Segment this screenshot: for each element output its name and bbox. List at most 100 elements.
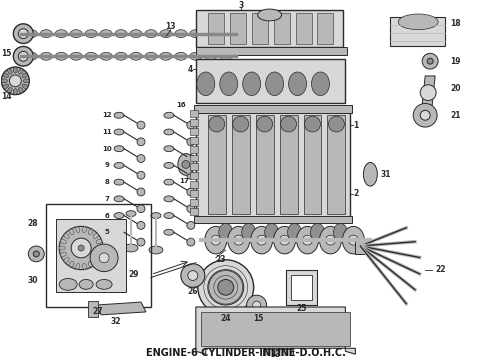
Text: 28: 28 [27, 219, 38, 228]
Text: 27: 27 [93, 307, 103, 316]
Ellipse shape [187, 221, 195, 229]
Ellipse shape [96, 239, 102, 244]
Circle shape [302, 235, 313, 245]
Ellipse shape [60, 239, 66, 244]
Circle shape [13, 24, 33, 44]
Ellipse shape [149, 246, 163, 254]
Ellipse shape [96, 252, 102, 256]
Text: 2: 2 [353, 189, 359, 198]
Bar [208, 13, 224, 45]
Text: 22: 22 [435, 265, 445, 274]
Circle shape [18, 51, 28, 61]
Circle shape [198, 260, 254, 315]
Circle shape [13, 46, 33, 66]
Ellipse shape [311, 224, 324, 241]
Ellipse shape [93, 258, 98, 262]
Text: 30: 30 [28, 276, 38, 285]
Bar [201, 312, 350, 346]
Ellipse shape [114, 179, 124, 185]
Ellipse shape [190, 30, 202, 37]
Circle shape [413, 103, 437, 127]
Bar [190, 199, 198, 206]
Ellipse shape [59, 279, 77, 290]
Ellipse shape [296, 226, 318, 254]
Ellipse shape [312, 72, 329, 96]
Text: 4: 4 [188, 64, 193, 73]
Ellipse shape [70, 30, 82, 37]
Ellipse shape [266, 72, 284, 96]
Bar [327, 115, 345, 213]
Ellipse shape [233, 116, 249, 132]
Ellipse shape [145, 52, 157, 60]
Ellipse shape [85, 30, 97, 37]
Text: 3: 3 [238, 1, 244, 10]
Text: 24: 24 [220, 314, 231, 323]
Ellipse shape [160, 52, 172, 60]
Ellipse shape [55, 30, 67, 37]
Bar [355, 238, 366, 254]
Text: 31: 31 [380, 170, 391, 179]
Circle shape [71, 238, 91, 258]
Ellipse shape [178, 154, 194, 175]
Circle shape [253, 301, 261, 309]
Circle shape [208, 270, 244, 305]
Bar [196, 111, 350, 219]
Text: 13: 13 [166, 22, 176, 31]
Ellipse shape [228, 226, 250, 254]
Circle shape [422, 53, 438, 69]
Polygon shape [422, 76, 435, 105]
Ellipse shape [130, 52, 142, 60]
Ellipse shape [164, 213, 174, 219]
Ellipse shape [273, 226, 295, 254]
Bar [190, 146, 198, 153]
Bar [295, 13, 312, 45]
Ellipse shape [70, 229, 74, 235]
Text: 18: 18 [450, 19, 461, 28]
Ellipse shape [130, 30, 142, 37]
Ellipse shape [82, 227, 86, 233]
Circle shape [99, 253, 109, 263]
Bar [190, 154, 198, 162]
Bar [190, 111, 198, 117]
Ellipse shape [258, 9, 282, 21]
Circle shape [257, 235, 267, 245]
Circle shape [427, 58, 433, 64]
Text: 14: 14 [1, 92, 12, 101]
Ellipse shape [7, 69, 12, 74]
Circle shape [33, 251, 39, 257]
Bar [190, 163, 198, 170]
Circle shape [420, 111, 430, 120]
Ellipse shape [7, 87, 12, 93]
Ellipse shape [3, 84, 9, 89]
Ellipse shape [137, 238, 145, 246]
Ellipse shape [164, 229, 174, 235]
Ellipse shape [85, 52, 97, 60]
Bar [196, 59, 345, 103]
Ellipse shape [59, 246, 65, 250]
Ellipse shape [205, 30, 217, 37]
Ellipse shape [164, 112, 174, 118]
Bar [273, 13, 290, 45]
Ellipse shape [160, 30, 172, 37]
Ellipse shape [328, 116, 344, 132]
Ellipse shape [164, 179, 174, 185]
Ellipse shape [288, 224, 301, 241]
Ellipse shape [319, 226, 342, 254]
Text: 12: 12 [102, 112, 112, 118]
Bar [256, 115, 273, 213]
Ellipse shape [22, 73, 27, 78]
Bar [196, 10, 343, 48]
Ellipse shape [137, 221, 145, 229]
Ellipse shape [398, 14, 438, 30]
Circle shape [1, 67, 29, 95]
Ellipse shape [124, 244, 138, 252]
Text: 26: 26 [188, 287, 198, 296]
Ellipse shape [190, 52, 202, 60]
Ellipse shape [187, 238, 195, 246]
Ellipse shape [251, 226, 272, 254]
Bar [303, 115, 321, 213]
Ellipse shape [114, 196, 124, 202]
Ellipse shape [137, 138, 145, 146]
Ellipse shape [93, 234, 98, 238]
Ellipse shape [88, 229, 93, 235]
